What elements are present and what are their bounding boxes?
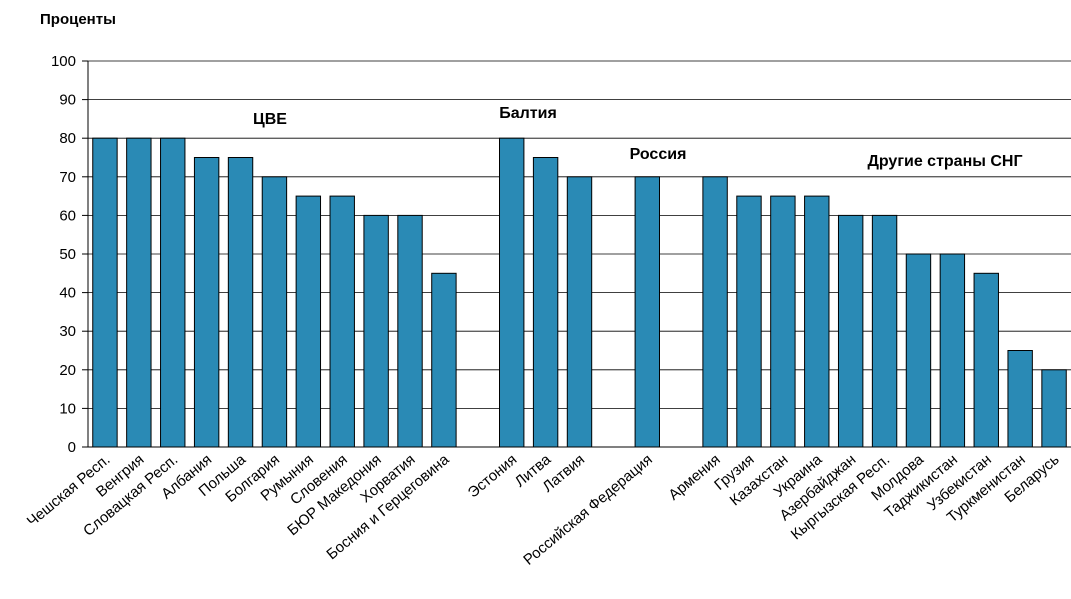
bar [905,253,932,448]
bar [1007,350,1033,448]
bar [770,195,796,448]
bar [499,137,525,448]
bar [566,176,593,448]
y-tick-label: 100 [51,53,76,70]
bar [837,214,864,448]
y-tick-label: 40 [59,285,76,302]
y-tick-label: 70 [59,169,76,186]
annotation: Балтия [499,105,557,122]
y-tick-label: 0 [68,439,76,456]
bar [397,214,423,448]
y-axis-label: Проценты [40,11,116,28]
bar [227,157,254,448]
annotation: Россия [630,146,687,163]
y-tick-label: 20 [59,362,76,379]
y-tick-label: 60 [59,207,76,224]
bar [532,157,559,448]
bar [261,176,288,448]
bar [804,195,830,448]
annotation: ЦВЕ [253,111,287,128]
bar [973,272,999,448]
bar [431,272,457,448]
bar [193,157,220,448]
bar [1041,369,1067,448]
annotation: Другие страны СНГ [867,153,1022,170]
bar [634,176,660,448]
bar [871,214,898,448]
y-tick-label: 30 [59,323,76,340]
bar [329,195,355,448]
bar [363,214,389,448]
bar [160,137,186,448]
bar [92,137,118,448]
y-tick-label: 50 [59,246,76,263]
y-tick-label: 80 [59,130,76,147]
bar [126,137,152,448]
bar [295,195,322,448]
bar [736,195,762,448]
bar [702,176,728,448]
y-tick-label: 10 [59,400,76,417]
bar [939,253,966,448]
y-tick-label: 90 [59,92,76,109]
